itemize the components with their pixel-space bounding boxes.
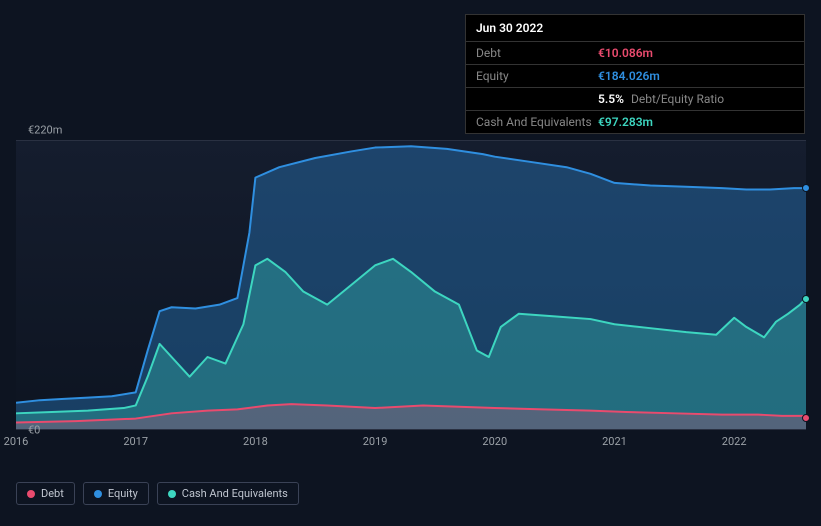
tooltip-date: Jun 30 2022 xyxy=(466,15,804,42)
x-tick-label: 2018 xyxy=(243,435,268,448)
tooltip-value: €10.086m xyxy=(598,46,653,60)
legend-item[interactable]: Cash And Equivalents xyxy=(157,482,299,505)
y-axis-label-max: €220m xyxy=(28,124,62,137)
tooltip-value: €97.283m xyxy=(598,115,653,129)
legend-dot-icon xyxy=(94,490,102,498)
tooltip-row: Equity€184.026m xyxy=(466,65,804,88)
legend-item[interactable]: Equity xyxy=(83,482,149,505)
y-axis-label-min: €0 xyxy=(28,424,40,437)
tooltip-row: Debt€10.086m xyxy=(466,42,804,65)
chart-plot-area[interactable] xyxy=(16,140,806,430)
legend-label: Debt xyxy=(41,487,64,500)
series-end-marker xyxy=(802,184,810,192)
legend-dot-icon xyxy=(27,490,35,498)
legend-label: Cash And Equivalents xyxy=(182,487,288,500)
tooltip-value: €184.026m xyxy=(598,69,660,83)
chart-legend: Debt Equity Cash And Equivalents xyxy=(16,482,299,505)
legend-item[interactable]: Debt xyxy=(16,482,75,505)
x-tick-label: 2019 xyxy=(363,435,388,448)
tooltip-label xyxy=(476,92,598,106)
x-tick-label: 2021 xyxy=(602,435,627,448)
tooltip-value: 5.5% Debt/Equity Ratio xyxy=(598,92,724,106)
series-end-marker xyxy=(802,295,810,303)
series-end-marker xyxy=(802,414,810,422)
chart-tooltip: Jun 30 2022 Debt€10.086mEquity€184.026m5… xyxy=(465,14,805,134)
x-tick-label: 2022 xyxy=(722,435,747,448)
debt-equity-chart: €220m €0 2016201720182019202020212022 xyxy=(16,120,806,460)
tooltip-label: Cash And Equivalents xyxy=(476,115,598,129)
x-tick-label: 2016 xyxy=(4,435,29,448)
x-tick-label: 2017 xyxy=(123,435,148,448)
x-tick-label: 2020 xyxy=(482,435,507,448)
tooltip-label: Debt xyxy=(476,46,598,60)
tooltip-label: Equity xyxy=(476,69,598,83)
legend-dot-icon xyxy=(168,490,176,498)
tooltip-row: 5.5% Debt/Equity Ratio xyxy=(466,88,804,111)
legend-label: Equity xyxy=(108,487,138,500)
tooltip-row: Cash And Equivalents€97.283m xyxy=(466,111,804,133)
